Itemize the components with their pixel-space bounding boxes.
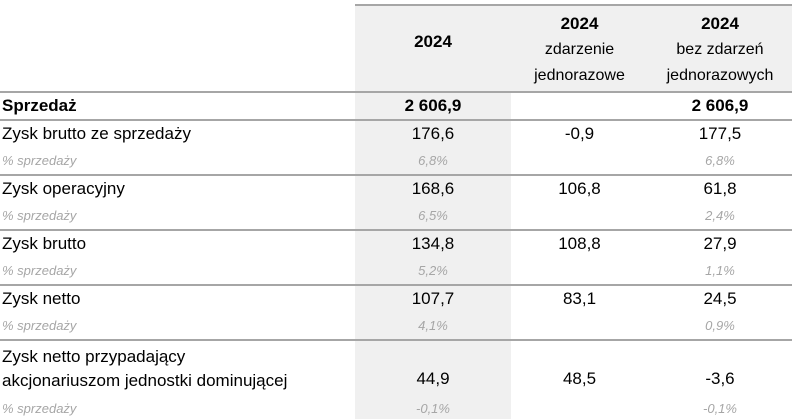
- row-value: 177,5: [648, 119, 792, 147]
- table-row: Zysk netto 107,7 83,1 24,5: [0, 284, 792, 312]
- header-subline: bez zdarzeń: [676, 41, 764, 58]
- row-value: 48,5: [511, 339, 648, 395]
- row-value: [511, 257, 648, 285]
- row-value: -0,9: [511, 119, 648, 147]
- table-row: Zysk brutto ze sprzedaży 176,6 -0,9 177,5: [0, 119, 792, 147]
- row-value: 2,4%: [705, 208, 735, 223]
- financial-results-table: 2024 2024 zdarzenie jednorazowe 2024 bez…: [0, 4, 792, 419]
- row-value: 6,8%: [355, 147, 511, 175]
- table-row: Zysk operacyjny 168,6 106,8 61,8: [0, 174, 792, 202]
- row-value: 5,2%: [355, 257, 511, 285]
- table-header: 2024 2024 zdarzenie jednorazowe 2024 bez…: [0, 4, 792, 92]
- row-value: [511, 395, 648, 419]
- row-value: 108,8: [511, 229, 648, 257]
- table-body: Sprzedaż 2 606,9 2 606,9 Zysk brutto ze spr…: [0, 91, 792, 419]
- row-value: 176,6: [355, 119, 511, 147]
- header-subline: jednorazowych: [666, 67, 774, 84]
- row-label: Sprzedaż: [0, 91, 355, 120]
- row-label: % sprzedaży: [2, 263, 77, 278]
- row-value: 106,8: [511, 174, 648, 202]
- table-row: Zysk brutto 134,8 108,8 27,9: [0, 229, 792, 257]
- row-value: 168,6: [355, 174, 511, 202]
- row-label: Zysk brutto ze sprzedaży: [0, 119, 355, 147]
- row-value: 4,1%: [355, 312, 511, 340]
- row-value: 134,8: [355, 229, 511, 257]
- row-value: -0,1%: [648, 395, 792, 419]
- header-col-2024-one-off: 2024 zdarzenie jednorazowe: [511, 4, 648, 92]
- row-value: 24,5: [648, 284, 792, 312]
- row-value: 44,9: [355, 339, 511, 395]
- row-value: [511, 202, 648, 230]
- row-value: 2 606,9: [355, 91, 511, 120]
- row-label: Zysk netto: [0, 284, 355, 312]
- table-row: % sprzedaży 6,8% 6,8%: [0, 147, 792, 175]
- row-value: 107,7: [355, 284, 511, 312]
- header-year: 2024: [701, 14, 739, 33]
- header-year: 2024: [414, 32, 452, 51]
- row-value: 1,1%: [705, 263, 735, 278]
- header-row: 2024 2024 zdarzenie jednorazowe 2024 bez…: [0, 4, 792, 92]
- table-row: % sprzedaży -0,1% -0,1%: [0, 395, 792, 419]
- row-value: 0,9%: [705, 318, 735, 333]
- header-label-spacer: [0, 5, 355, 92]
- row-label: Zysk operacyjny: [0, 174, 355, 202]
- header-subline: zdarzenie: [544, 41, 615, 58]
- row-value: [511, 147, 648, 175]
- row-label: Zysk brutto: [0, 229, 355, 257]
- header-col-2024-excl-one-off: 2024 bez zdarzeń jednorazowych: [648, 4, 792, 92]
- table-row: Zysk netto przypadający akcjonariuszom j…: [0, 339, 792, 395]
- row-label: Zysk netto przypadający akcjonariuszom j…: [0, 339, 355, 395]
- table-row: Sprzedaż 2 606,9 2 606,9: [0, 91, 792, 120]
- table-row: % sprzedaży 4,1% 0,9%: [0, 312, 792, 340]
- row-label: % sprzedaży: [2, 153, 77, 168]
- row-value: [511, 91, 648, 120]
- row-label: % sprzedaży: [2, 318, 77, 333]
- row-value: 83,1: [511, 284, 648, 312]
- table-row: % sprzedaży 6,5% 2,4%: [0, 202, 792, 230]
- header-subline: jednorazowe: [534, 67, 625, 84]
- row-label: % sprzedaży: [0, 395, 355, 419]
- table-row: % sprzedaży 5,2% 1,1%: [0, 257, 792, 285]
- header-col-2024: 2024: [355, 4, 511, 92]
- row-value: 61,8: [648, 174, 792, 202]
- row-value: -3,6: [648, 339, 792, 395]
- row-value: 6,5%: [355, 202, 511, 230]
- row-label: % sprzedaży: [2, 208, 77, 223]
- row-value: 2 606,9: [648, 91, 792, 120]
- row-value: -0,1%: [355, 395, 511, 419]
- row-value: 27,9: [648, 229, 792, 257]
- row-value: 6,8%: [705, 153, 735, 168]
- row-value: [511, 312, 648, 340]
- header-year: 2024: [560, 14, 599, 33]
